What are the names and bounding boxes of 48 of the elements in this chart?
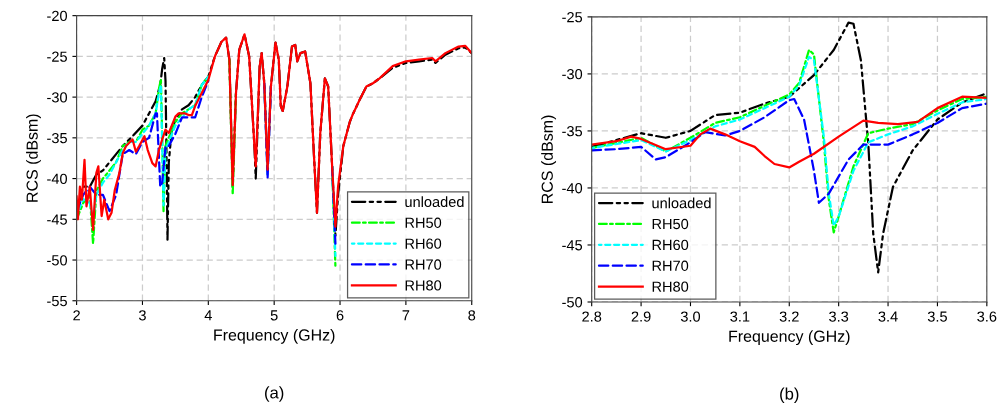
y-tick-label: -35 bbox=[562, 126, 583, 137]
y-axis-title: RCS (dBsm) bbox=[26, 114, 41, 202]
x-axis-title: Frequency (GHz) bbox=[729, 330, 850, 346]
y-tick-label: -35 bbox=[47, 132, 67, 144]
y-tick-label: -25 bbox=[562, 11, 583, 23]
x-tick-label: 2 bbox=[73, 310, 80, 321]
x-tick-label: 3.3 bbox=[829, 311, 849, 322]
x-tick-label: 3.0 bbox=[680, 311, 701, 322]
x-tick-label: 3.4 bbox=[878, 311, 898, 322]
y-tick-label: -25 bbox=[47, 51, 67, 62]
text: (a) bbox=[265, 386, 284, 402]
y-axis-title: RCS (dBsm) bbox=[541, 115, 557, 203]
x-tick-label: 5 bbox=[270, 310, 278, 321]
legend-label: unloaded bbox=[405, 196, 464, 208]
legend-label: RH80 bbox=[652, 281, 689, 292]
line-series bbox=[591, 21, 987, 274]
legend-label: RH60 bbox=[652, 239, 689, 251]
x-tick-label: 3.5 bbox=[927, 311, 947, 322]
legend-label: RH80 bbox=[405, 280, 442, 291]
y-tick-label: -40 bbox=[47, 173, 68, 184]
legend-label: RH70 bbox=[405, 259, 442, 270]
legend-label: RH70 bbox=[652, 260, 689, 271]
y-tick-label: -40 bbox=[562, 183, 583, 194]
x-tick-label: 6 bbox=[336, 310, 344, 321]
legend-label: RH50 bbox=[652, 218, 689, 230]
x-axis-title: Frequency (GHz) bbox=[214, 328, 335, 344]
x-tick-label: 3.2 bbox=[779, 311, 799, 322]
text: (b) bbox=[780, 387, 799, 404]
line-series bbox=[591, 95, 987, 169]
legend-label: RH50 bbox=[405, 217, 442, 228]
x-tick-label: 7 bbox=[402, 310, 410, 321]
legend-label: RH60 bbox=[405, 238, 442, 249]
x-tick-label: 2.9 bbox=[631, 311, 651, 322]
y-tick-label: -20 bbox=[47, 10, 68, 22]
legend-label: unloaded bbox=[652, 197, 711, 209]
x-tick-label: 3.1 bbox=[730, 311, 750, 322]
y-tick-label: -45 bbox=[562, 240, 583, 251]
x-tick-label: 4 bbox=[204, 310, 212, 321]
x-tick-label: 3 bbox=[138, 310, 146, 321]
y-tick-label: -30 bbox=[562, 69, 583, 80]
y-tick-label: -55 bbox=[47, 296, 67, 307]
y-tick-label: -50 bbox=[47, 255, 68, 266]
x-tick-label: 2.8 bbox=[582, 311, 602, 322]
y-tick-label: -30 bbox=[47, 92, 68, 103]
y-tick-label: -50 bbox=[562, 297, 583, 308]
x-tick-label: 3.6 bbox=[977, 311, 997, 322]
x-tick-label: 8 bbox=[468, 310, 476, 321]
y-tick-label: -45 bbox=[47, 214, 67, 225]
